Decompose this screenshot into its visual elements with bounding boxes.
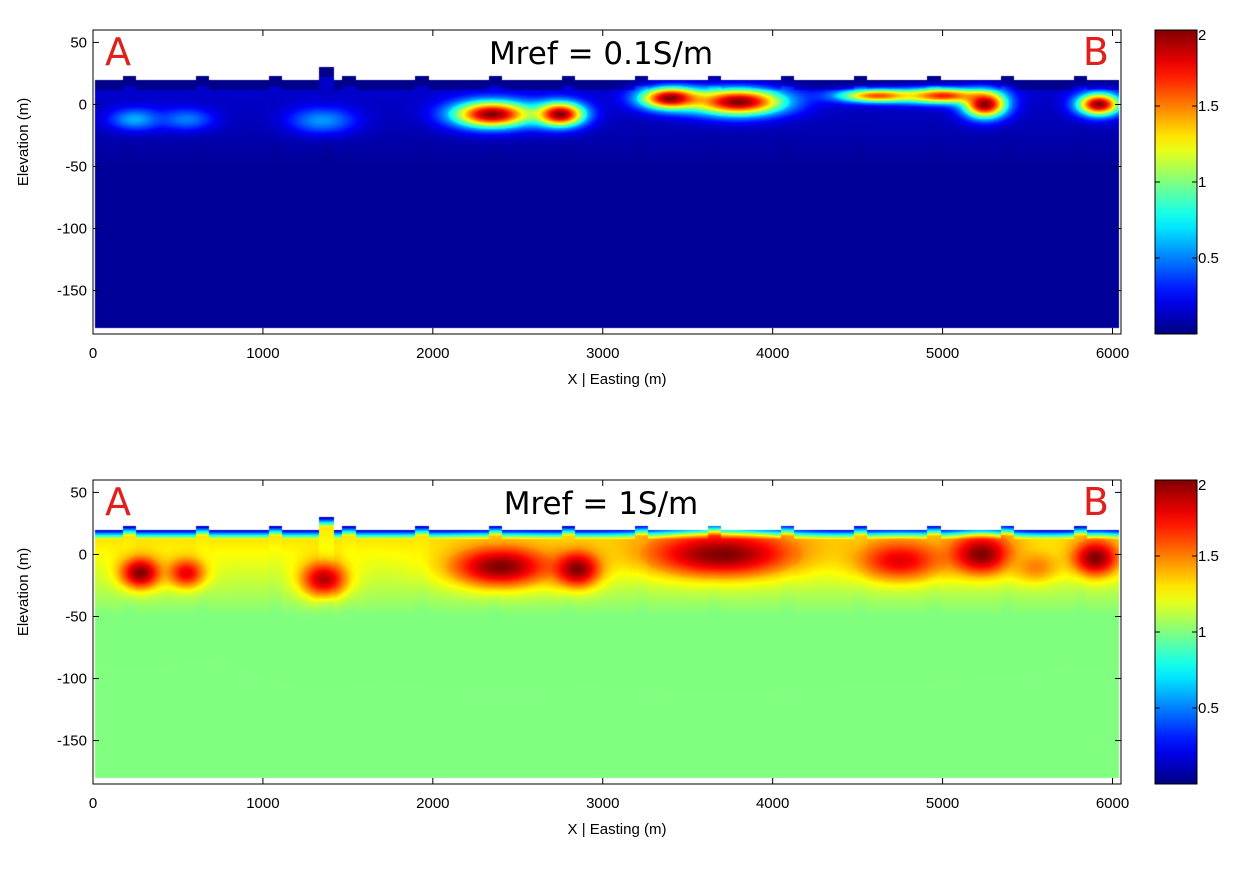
colorbar (1154, 29, 1198, 335)
x-tick-label: 2000 (416, 795, 449, 812)
corner-label-a: A (105, 480, 131, 524)
y-axis-title: Elevation (m) (15, 548, 32, 636)
x-axis-title: X | Easting (m) (568, 821, 667, 838)
colorbar-tick-label: 1.5 (1198, 548, 1219, 565)
plot-frame (92, 29, 1122, 335)
resistivity-section-bottom: 0 1000 2000 3000 4000 5000 6000 50 0 -50 -100 -150 X… (15, 477, 1219, 838)
colorbar-tick-label: 1 (1198, 624, 1206, 641)
y-tick-label: 0 (79, 96, 87, 113)
x-tick-label: 2000 (416, 345, 449, 362)
y-tick-label: 0 (79, 546, 87, 563)
plot-title: Mref = 0.1S/m (489, 36, 713, 72)
x-tick-label: 0 (89, 345, 97, 362)
colorbar-tick-label: 0.5 (1198, 250, 1219, 267)
colorbar-tick-label: 1.5 (1198, 98, 1219, 115)
heatmap-raster (93, 480, 1121, 784)
x-tick-label: 5000 (926, 345, 959, 362)
plot-frame (92, 479, 1122, 785)
x-tick-label: 4000 (756, 795, 789, 812)
y-tick-label: -100 (57, 671, 87, 688)
x-tick-label: 0 (89, 795, 97, 812)
x-axis-title: X | Easting (m) (568, 371, 667, 388)
x-tick-label: 3000 (586, 795, 619, 812)
corner-label-b: B (1083, 30, 1109, 74)
x-tick-label: 6000 (1096, 795, 1129, 812)
colorbar-tick-label: 0.5 (1198, 700, 1219, 717)
colorbar-tick-label: 1 (1198, 174, 1206, 191)
y-tick-label: 50 (70, 34, 87, 51)
colorbar-tick-label: 2 (1198, 477, 1206, 494)
x-tick-label: 1000 (246, 345, 279, 362)
chart-panel-bottom: 0 1000 2000 3000 4000 5000 6000 50 0 -50 -100 -150 X… (0, 450, 1240, 870)
x-tick-label: 6000 (1096, 345, 1129, 362)
chart-panel-top: 0 1000 2000 3000 4000 5000 6000 50 0 -50 -100 -150 X… (0, 0, 1240, 420)
y-axis-title: Elevation (m) (15, 98, 32, 186)
y-tick-label: -100 (57, 221, 87, 238)
x-tick-label: 1000 (246, 795, 279, 812)
resistivity-section-top: 0 1000 2000 3000 4000 5000 6000 50 0 -50 -100 -150 X… (15, 27, 1219, 388)
x-tick-label: 5000 (926, 795, 959, 812)
corner-label-b: B (1083, 480, 1109, 524)
colorbar (1154, 479, 1198, 785)
x-tick-label: 4000 (756, 345, 789, 362)
x-tick-label: 3000 (586, 345, 619, 362)
y-tick-label: 50 (70, 484, 87, 501)
y-tick-label: -150 (57, 733, 87, 750)
y-tick-label: -150 (57, 283, 87, 300)
plot-title: Mref = 1S/m (504, 486, 699, 522)
heatmap-raster (93, 30, 1121, 334)
corner-label-a: A (105, 30, 131, 74)
y-tick-label: -50 (65, 158, 87, 175)
colorbar-tick-label: 2 (1198, 27, 1206, 44)
y-tick-label: -50 (65, 608, 87, 625)
